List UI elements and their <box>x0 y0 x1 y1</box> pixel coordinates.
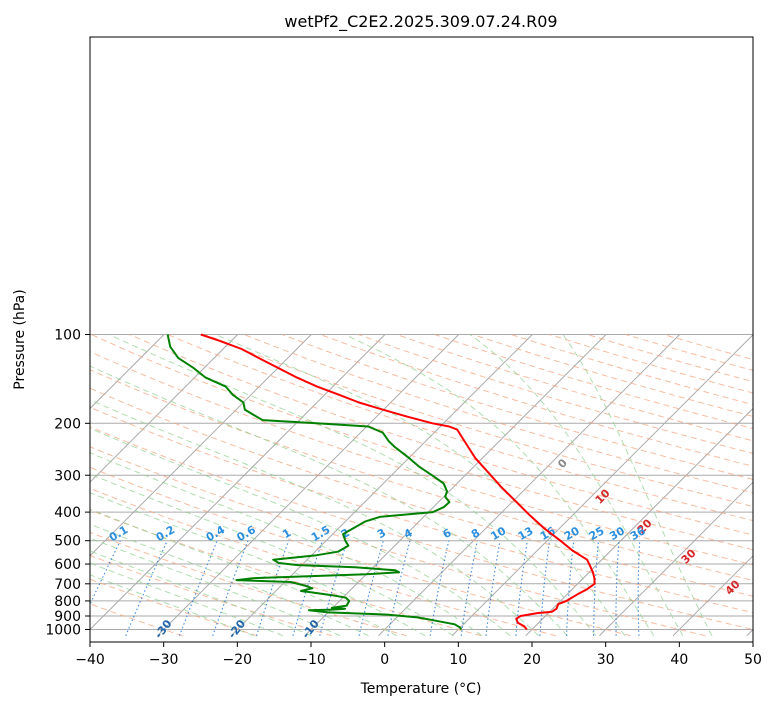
plot-frame <box>89 36 754 643</box>
mixing-ratio-line <box>292 540 323 636</box>
dry-adiabat <box>90 554 333 637</box>
isotherm <box>378 334 681 637</box>
y-tick-label: 400 <box>54 505 81 521</box>
dry-adiabat <box>90 406 753 614</box>
moist-adiabat <box>90 427 511 637</box>
y-tick-label: 1000 <box>45 623 81 639</box>
y-tick-label: 800 <box>54 594 81 610</box>
mixing-ratio-line <box>178 540 218 636</box>
x-tick-label: 50 <box>744 652 762 668</box>
dry-adiabat <box>90 387 753 597</box>
x-tick-label: 40 <box>670 652 688 668</box>
dry-adiabat <box>167 334 753 522</box>
y-tick-label: 300 <box>54 468 81 484</box>
dry-adiabat <box>90 351 753 566</box>
x-tick-label: −30 <box>149 652 179 668</box>
y-tick-label: 900 <box>54 609 81 625</box>
mixing-ratio-line <box>212 540 249 636</box>
mixing-ratio-line <box>125 540 168 636</box>
isotherm <box>672 555 753 637</box>
moist-adiabat <box>90 452 483 637</box>
moist-adiabat <box>90 550 312 637</box>
dry-adiabat <box>281 334 753 480</box>
temperature-profile <box>200 333 596 631</box>
dry-adiabat <box>205 334 753 508</box>
isotherm <box>230 334 533 637</box>
y-tick-label: 600 <box>54 557 81 573</box>
y-tick-label: 100 <box>54 328 81 344</box>
mixing-ratio-line <box>90 540 121 606</box>
moist-adiabat <box>90 537 341 637</box>
y-tick-label: 500 <box>54 534 81 550</box>
moist-adiabat <box>90 523 369 637</box>
isotherm <box>90 334 165 410</box>
moist-adiabat <box>562 334 713 636</box>
x-tick-label: −10 <box>296 652 326 668</box>
isotherm <box>599 481 753 637</box>
x-tick-label: 0 <box>380 652 389 668</box>
isotherm <box>90 334 386 631</box>
mixing-ratio-line <box>358 540 384 636</box>
moist-adiabat <box>90 365 568 637</box>
y-axis-label: Pressure (hPa) <box>12 289 28 389</box>
isotherm <box>90 334 239 483</box>
moist-adiabat <box>215 334 626 637</box>
x-tick-label: 30 <box>597 652 615 668</box>
x-axis-label: Temperature (°C) <box>360 681 482 697</box>
x-tick-label: 10 <box>449 652 467 668</box>
profiles <box>166 333 596 631</box>
moist-adiabat <box>344 334 655 637</box>
isotherm <box>157 334 460 637</box>
moist-adiabat <box>90 399 540 637</box>
x-tick-label: 20 <box>523 652 541 668</box>
dewpoint-profile <box>166 334 463 630</box>
dry-adiabat <box>90 603 183 637</box>
x-axis-ticks: −40 −30 −20 −10 0 10 20 30 40 50 <box>75 642 762 668</box>
isotherm <box>90 334 312 557</box>
moist-adiabat <box>469 334 684 637</box>
moist-adiabat <box>90 473 454 637</box>
x-tick-label: −40 <box>75 652 105 668</box>
moist-adiabat <box>108 334 597 637</box>
y-tick-label: 200 <box>54 416 81 432</box>
dry-adiabat <box>90 369 753 581</box>
dry-adiabat <box>90 487 557 637</box>
x-tick-label: −20 <box>223 652 253 668</box>
moist-adiabat <box>90 508 398 637</box>
isotherm <box>451 334 753 637</box>
dry-adiabat <box>90 426 753 631</box>
chart-title: wetPf2_C2E2.2025.309.07.24.R09 <box>284 12 557 32</box>
dry-adiabat <box>90 531 407 637</box>
dry-adiabat <box>91 334 753 551</box>
mixing-ratio-line <box>319 540 348 636</box>
background-lines <box>90 334 753 637</box>
y-tick-label: 700 <box>54 577 81 593</box>
dry-adiabat <box>90 446 706 637</box>
